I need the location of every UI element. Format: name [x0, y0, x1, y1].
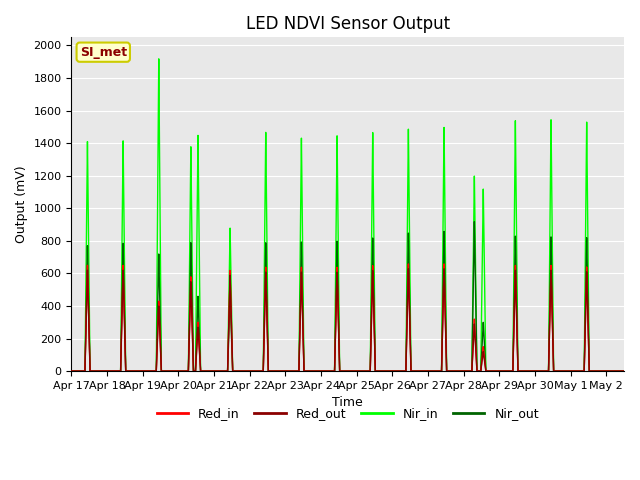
X-axis label: Time: Time [332, 396, 363, 409]
Y-axis label: Output (mV): Output (mV) [15, 166, 28, 243]
Text: SI_met: SI_met [80, 46, 127, 59]
Title: LED NDVI Sensor Output: LED NDVI Sensor Output [246, 15, 450, 33]
Legend: Red_in, Red_out, Nir_in, Nir_out: Red_in, Red_out, Nir_in, Nir_out [152, 402, 544, 425]
